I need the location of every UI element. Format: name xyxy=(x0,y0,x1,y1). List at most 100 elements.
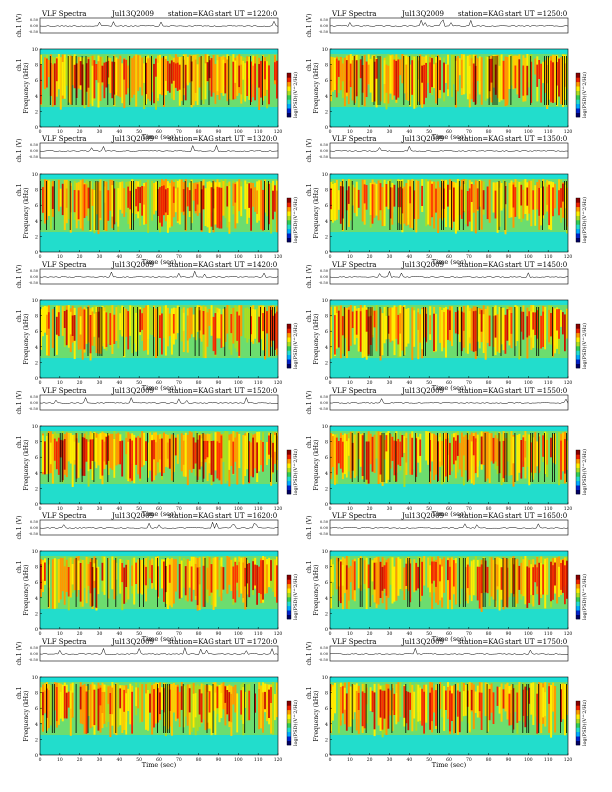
spectrogram-streak xyxy=(512,558,514,607)
y-tick-label: 4 xyxy=(325,94,328,100)
spectrogram-burst xyxy=(357,311,360,351)
colorbar-segment xyxy=(287,202,291,208)
spectrogram-burst xyxy=(47,564,50,588)
colorbar-segment xyxy=(576,588,580,593)
spectrogram-burst xyxy=(393,59,396,96)
x-tick-label: 50 xyxy=(136,631,142,637)
colorbar-segment xyxy=(576,90,580,96)
spectrogram-burst xyxy=(256,442,258,474)
colorbar-segment xyxy=(576,77,580,83)
spectrogram-burst xyxy=(168,63,171,93)
colorbar-segment xyxy=(576,701,580,706)
x-tick-label: 40 xyxy=(116,380,122,386)
spectrogram-streak xyxy=(544,433,545,482)
spectrogram-burst xyxy=(208,691,211,713)
spectrogram-panel-7: VLF Spectra Jul13Q2009 station=KAG start UT… xyxy=(16,387,299,518)
spectrogram-burst xyxy=(270,440,272,458)
spectrogram-streak xyxy=(458,558,460,607)
spectrogram-burst xyxy=(470,58,473,100)
spectrogram-streak xyxy=(466,433,468,482)
spectrogram-panel-11: VLF Spectra Jul13Q2009 station=KAG start UT… xyxy=(16,638,299,769)
spectrogram-column xyxy=(186,434,189,486)
spectrogram-burst xyxy=(383,565,386,589)
spectrogram-column xyxy=(337,683,340,734)
y-tick-label: 2 xyxy=(35,611,38,617)
spectrogram-burst xyxy=(42,435,44,472)
spectrogram-column xyxy=(476,685,479,718)
panel-station: station=KAG xyxy=(458,638,504,646)
noise-band-top xyxy=(330,174,568,177)
spectrogram-column xyxy=(164,305,167,356)
waveform-frame xyxy=(39,645,279,662)
spectrogram-burst xyxy=(375,562,378,604)
spectrogram-burst xyxy=(506,63,509,106)
spectrogram-burst xyxy=(502,440,505,479)
spectrogram-burst xyxy=(224,63,227,94)
spectrogram-burst xyxy=(145,316,147,351)
spectrogram-column xyxy=(190,683,193,732)
channel-label: ch.1 xyxy=(306,184,313,197)
spectrogram-panel-8: VLF Spectra Jul13Q2009 station=KAG start UT… xyxy=(306,387,588,518)
x-tick-label: 20 xyxy=(77,380,83,386)
panel-start-time: start UT =1420:0 xyxy=(215,261,277,269)
spectrogram-column xyxy=(504,684,507,712)
spectrogram-burst xyxy=(466,564,469,589)
panel-station: station=KAG xyxy=(458,387,504,395)
spectrogram-column xyxy=(117,683,120,727)
spectrogram-burst xyxy=(85,184,88,216)
x-tick-label: 80 xyxy=(196,129,202,135)
spectrogram-burst xyxy=(172,314,175,334)
waveform-trace xyxy=(39,396,279,404)
x-tick-label: 100 xyxy=(524,506,533,512)
spectrogram-burst xyxy=(204,188,207,226)
spectrogram-panel-6: VLF Spectra Jul13Q2009 station=KAG start UT… xyxy=(306,261,588,392)
spectrogram-burst xyxy=(101,439,104,476)
y-tick-label: 0 xyxy=(35,502,38,508)
waveform-tick-label: 0.50 xyxy=(30,646,39,650)
spectrogram-burst xyxy=(449,690,451,732)
colorbar-segment xyxy=(576,709,580,715)
spectrogram-column xyxy=(516,180,519,217)
spectrogram-column xyxy=(508,182,511,218)
spectrogram-burst xyxy=(184,64,187,101)
colorbar-segment xyxy=(576,220,580,225)
waveform-tick-label: -0.50 xyxy=(319,155,329,159)
spectrogram-streak xyxy=(157,684,158,733)
spectrogram-burst xyxy=(349,565,352,583)
x-tick-label: 70 xyxy=(466,631,472,637)
spectrogram-column xyxy=(125,182,128,213)
spectrogram-burst xyxy=(445,690,447,710)
spectrogram-burst xyxy=(365,185,368,210)
spectrogram-column xyxy=(264,179,267,213)
x-tick-label: 40 xyxy=(406,380,412,386)
spectrogram-burst xyxy=(482,440,485,463)
spectrogram-streak xyxy=(75,558,77,607)
spectrogram-streak xyxy=(466,684,468,733)
spectrogram-column xyxy=(153,559,156,588)
spectrogram-burst xyxy=(431,687,433,722)
spectrogram-burst xyxy=(147,58,149,99)
colorbar-frame xyxy=(575,323,581,369)
panel-station: station=KAG xyxy=(168,638,214,646)
colorbar-segment xyxy=(576,211,580,216)
spectrogram-burst xyxy=(63,566,66,605)
spectrogram-column xyxy=(447,434,449,481)
spectrogram-burst xyxy=(228,440,231,470)
spectrogram-column xyxy=(149,57,152,102)
y-tick-label: 0 xyxy=(325,627,328,633)
colorbar-segment xyxy=(287,601,291,607)
spectrogram-column xyxy=(65,57,68,86)
spectrogram-column xyxy=(349,179,352,221)
spectrogram-streak xyxy=(101,307,103,356)
spectrogram-burst xyxy=(254,309,256,339)
spectrogram-column xyxy=(172,683,175,713)
spectrogram-streak xyxy=(474,56,476,105)
spectrogram-burst xyxy=(528,567,531,603)
spectrogram-column xyxy=(89,55,92,104)
x-tick-label: 40 xyxy=(406,757,412,763)
spectrogram-burst xyxy=(123,689,126,712)
x-tick-label: 70 xyxy=(176,757,182,763)
spectrogram-streak xyxy=(359,558,361,607)
spectrogram-burst xyxy=(188,688,191,713)
y-tick-label: 8 xyxy=(35,63,38,69)
